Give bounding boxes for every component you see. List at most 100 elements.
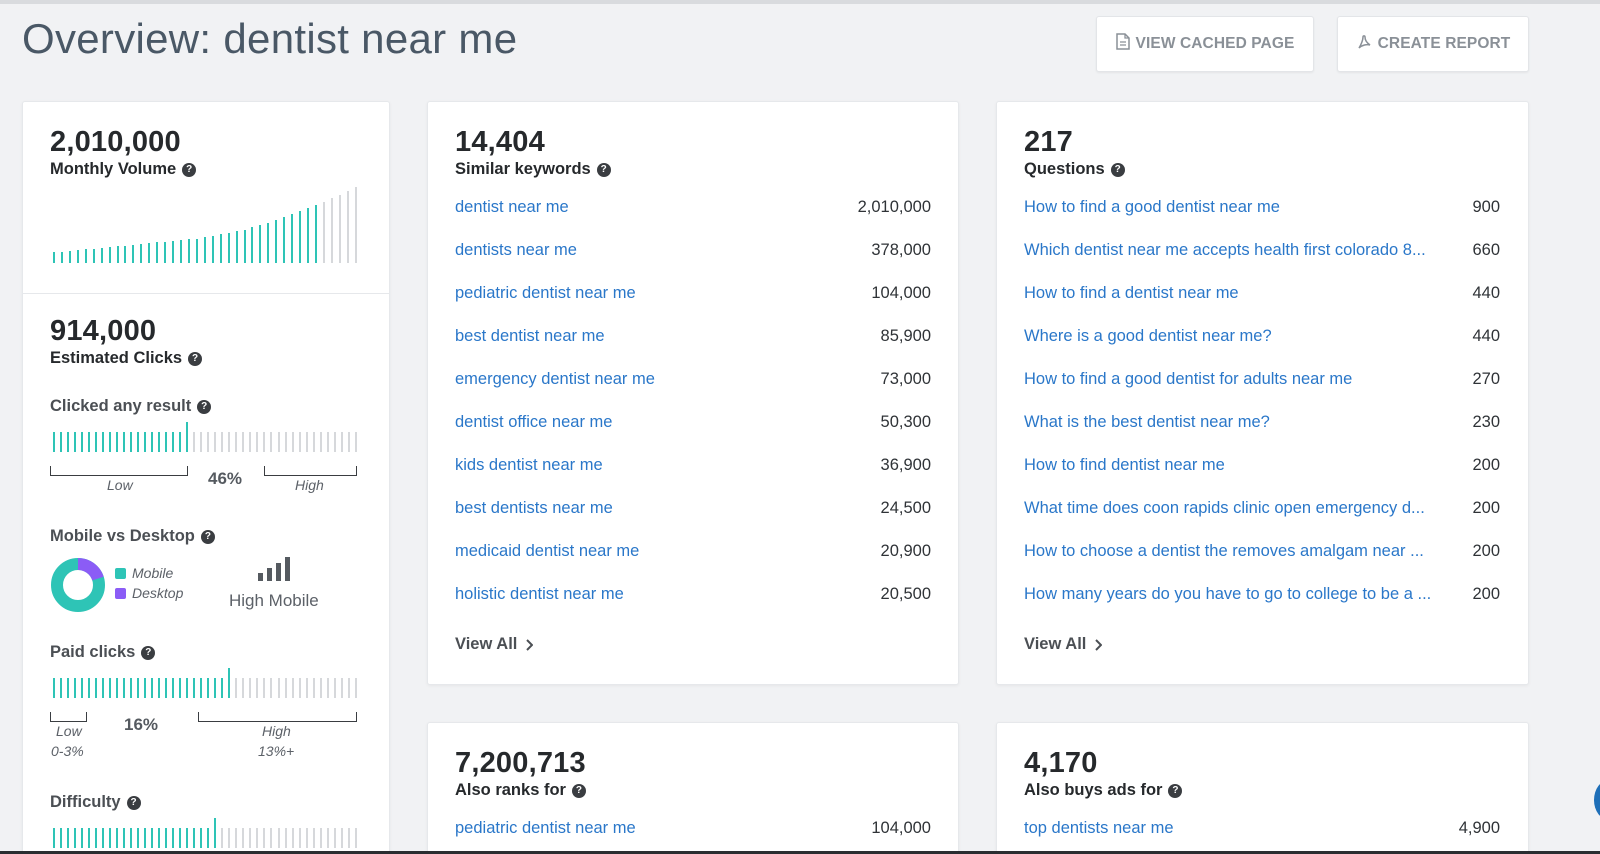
list-item: dentists near me 378,000 xyxy=(455,229,931,272)
meter-tick xyxy=(340,678,343,698)
meter-tick xyxy=(67,432,70,452)
meter-tick xyxy=(130,828,133,848)
keyword-link[interactable]: Where is a good dentist near me? xyxy=(1024,327,1272,345)
meter-tick xyxy=(291,432,294,452)
keyword-link[interactable]: Which dentist near me accepts health fir… xyxy=(1024,241,1426,259)
view-cached-page-button[interactable]: VIEW CACHED PAGE xyxy=(1096,16,1314,72)
keyword-volume: 20,900 xyxy=(880,542,931,560)
keyword-link[interactable]: medicaid dentist near me xyxy=(455,542,640,560)
keyword-link[interactable]: How to find a dentist near me xyxy=(1024,284,1239,302)
keyword-link[interactable]: What is the best dentist near me? xyxy=(1024,413,1270,431)
keyword-link[interactable]: best dentist near me xyxy=(455,327,605,345)
keyword-link[interactable]: emergency dentist near me xyxy=(455,370,655,388)
meter-tick xyxy=(256,828,259,848)
monthly-volume-value: 2,010,000 xyxy=(50,126,181,158)
meter-tick xyxy=(270,828,273,848)
help-icon[interactable]: ? xyxy=(197,399,212,414)
keyword-link[interactable]: top dentists near me xyxy=(1024,819,1174,837)
mobile-swatch xyxy=(115,567,126,579)
similar-keywords-heading: Similar keywords ? xyxy=(455,160,611,179)
meter-tick xyxy=(333,678,336,698)
trend-bar xyxy=(195,239,198,263)
keyword-link[interactable]: How to choose a dentist the removes amal… xyxy=(1024,542,1424,560)
meter-tick xyxy=(158,678,161,698)
also-ranks-heading: Also ranks for ? xyxy=(455,781,586,800)
keyword-volume: 4,900 xyxy=(1458,819,1500,837)
meter-tick xyxy=(354,828,357,848)
help-icon[interactable]: ? xyxy=(182,162,197,177)
similar-keywords-card: 14,404 Similar keywords ? dentist near m… xyxy=(427,101,959,685)
meter-tick xyxy=(144,432,147,452)
bottom-border xyxy=(0,851,1600,854)
meter-tick xyxy=(165,678,168,698)
meter-tick xyxy=(193,828,196,848)
meter-tick xyxy=(67,828,70,848)
help-icon[interactable]: ? xyxy=(126,795,141,810)
keyword-volume: 270 xyxy=(1472,370,1500,388)
keyword-link[interactable]: kids dentist near me xyxy=(455,456,603,474)
meter-tick xyxy=(249,432,252,452)
meter-tick xyxy=(221,432,224,452)
meter-tick xyxy=(270,432,273,452)
keyword-link[interactable]: What time does coon rapids clinic open e… xyxy=(1024,499,1425,517)
list-item: How to find a good dentist for adults ne… xyxy=(1024,358,1500,401)
meter-tick xyxy=(109,432,112,452)
meter-tick xyxy=(60,828,63,848)
help-icon[interactable]: ? xyxy=(141,645,156,660)
keyword-volume: 24,500 xyxy=(880,499,931,517)
keyword-link[interactable]: dentist near me xyxy=(455,198,569,216)
keyword-volume: 104,000 xyxy=(871,284,931,302)
meter-tick xyxy=(130,432,133,452)
meter-tick xyxy=(53,432,55,452)
similar-view-all-link[interactable]: View All xyxy=(455,635,534,654)
high-bracket xyxy=(264,466,357,476)
trend-bar xyxy=(187,239,190,263)
keyword-link[interactable]: pediatric dentist near me xyxy=(455,819,636,837)
meter-tick xyxy=(186,678,189,698)
keyword-volume: 73,000 xyxy=(880,370,931,388)
keyword-link[interactable]: holistic dentist near me xyxy=(455,585,624,603)
keyword-link[interactable]: How to find dentist near me xyxy=(1024,456,1225,474)
create-report-button[interactable]: CREATE REPORT xyxy=(1337,16,1529,72)
section-divider xyxy=(23,293,389,294)
keyword-link[interactable]: dentist office near me xyxy=(455,413,613,431)
meter-tick xyxy=(256,432,259,452)
meter-tick xyxy=(60,432,63,452)
meter-tick xyxy=(123,432,126,452)
list-item: What time does coon rapids clinic open e… xyxy=(1024,487,1500,530)
trend-bar xyxy=(156,242,159,263)
meter-tick xyxy=(74,678,77,698)
monthly-volume-heading: Monthly Volume ? xyxy=(50,160,197,179)
meter-tick xyxy=(172,432,175,452)
help-icon[interactable]: ? xyxy=(1168,783,1183,798)
meter-tick xyxy=(200,678,203,698)
paid-clicks-percent: 16% xyxy=(124,715,159,734)
keyword-link[interactable]: How to find a good dentist near me xyxy=(1024,198,1280,216)
keyword-volume: 378,000 xyxy=(871,241,931,259)
keyword-link[interactable]: pediatric dentist near me xyxy=(455,284,636,302)
similar-keywords-count: 14,404 xyxy=(455,126,545,158)
help-icon[interactable]: ? xyxy=(200,529,215,544)
help-icon[interactable]: ? xyxy=(188,351,203,366)
chevron-right-icon xyxy=(526,638,534,651)
keyword-link[interactable]: dentists near me xyxy=(455,241,577,259)
meter-tick xyxy=(130,678,133,698)
keyword-link[interactable]: best dentists near me xyxy=(455,499,613,517)
help-icon[interactable]: ? xyxy=(596,162,611,177)
trend-bar xyxy=(251,227,254,263)
help-icon[interactable]: ? xyxy=(571,783,586,798)
keyword-link[interactable]: How many years do you have to go to coll… xyxy=(1024,585,1432,603)
trend-bar xyxy=(84,249,87,263)
questions-view-all-link[interactable]: View All xyxy=(1024,635,1103,654)
chat-widget-button[interactable] xyxy=(1594,780,1600,820)
meter-tick xyxy=(151,828,154,848)
meter-tick xyxy=(298,678,301,698)
signal-bars-icon xyxy=(258,557,290,581)
trend-bar xyxy=(68,251,71,263)
meter-tick xyxy=(326,678,329,698)
help-icon[interactable]: ? xyxy=(1110,162,1125,177)
trend-bar xyxy=(53,252,55,263)
meter-tick xyxy=(116,678,119,698)
meter-tick xyxy=(214,432,217,452)
keyword-link[interactable]: How to find a good dentist for adults ne… xyxy=(1024,370,1353,388)
